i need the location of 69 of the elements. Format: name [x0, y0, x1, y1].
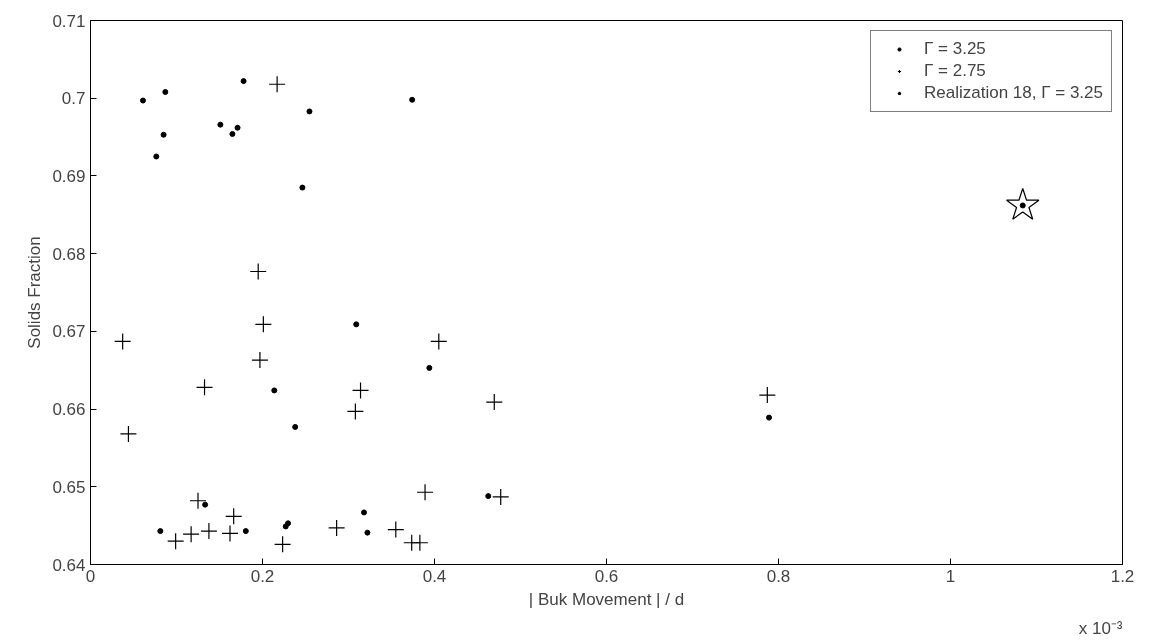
- x-axis-title: | Buk Movement | / d: [528, 589, 685, 609]
- point: [364, 529, 371, 536]
- point: [189, 492, 207, 510]
- point: [1019, 202, 1026, 209]
- point: [153, 153, 160, 160]
- point: [162, 89, 169, 95]
- text: x 10⁻³: [1078, 618, 1123, 638]
- point: [229, 130, 236, 137]
- point: [299, 184, 306, 191]
- x-tick-label: 0.2: [250, 566, 275, 586]
- point: [254, 315, 272, 333]
- point: [411, 534, 429, 552]
- point: [346, 402, 364, 420]
- point: [409, 96, 416, 103]
- y-tick-label: 0.65: [52, 477, 86, 497]
- x-tick-label: 1.2: [1110, 566, 1135, 586]
- point: [766, 414, 773, 421]
- point: [202, 501, 209, 508]
- point: [353, 321, 360, 328]
- point: [485, 393, 503, 411]
- legend-label: Γ = 3.25: [923, 39, 986, 59]
- x-tick-label: 0.6: [594, 566, 619, 586]
- y-tick-label: 0.66: [52, 400, 86, 420]
- point: [271, 387, 278, 394]
- point: [292, 423, 299, 430]
- point: [485, 493, 492, 500]
- point: [157, 528, 164, 535]
- point: [139, 97, 146, 104]
- y-tick-label: 0.68: [52, 244, 86, 264]
- legend-label: Γ = 2.75: [923, 61, 986, 81]
- point: [167, 532, 185, 550]
- y-axis-title: Solids Fraction: [25, 236, 45, 349]
- point: [426, 364, 433, 371]
- point: [430, 332, 448, 351]
- point: [416, 483, 434, 501]
- y-tick-label: 0.69: [52, 166, 86, 186]
- x-tick-label: 0.8: [766, 566, 791, 586]
- point: [274, 535, 292, 553]
- point: [328, 519, 346, 537]
- point: [360, 509, 367, 516]
- y-tick-label: 0.7: [61, 89, 86, 109]
- x-tick-label: 0: [85, 566, 96, 586]
- y-tick-label: 0.71: [52, 11, 86, 31]
- point: [306, 108, 313, 115]
- point: [251, 351, 269, 369]
- point: [119, 425, 138, 443]
- point: [240, 78, 247, 85]
- point: [160, 131, 167, 138]
- point: [182, 525, 200, 543]
- legend-label: Realization 18, Γ = 3.25: [923, 83, 1103, 103]
- point: [492, 488, 510, 506]
- point: [221, 524, 239, 543]
- point: [249, 262, 267, 281]
- point: [242, 528, 249, 535]
- point: [387, 520, 405, 539]
- point: [195, 378, 214, 396]
- point: [234, 124, 241, 131]
- point: [1005, 187, 1040, 220]
- point: [217, 121, 224, 128]
- point: [114, 332, 132, 351]
- x-tick-label: 0.4: [422, 566, 447, 586]
- point: [351, 381, 370, 400]
- point: [268, 75, 286, 93]
- point: [225, 507, 243, 525]
- point: [200, 522, 218, 540]
- x-tick-label: 1: [945, 566, 956, 586]
- y-tick-label: 0.64: [52, 555, 86, 575]
- point: [758, 386, 776, 404]
- y-tick-label: 0.67: [52, 322, 86, 342]
